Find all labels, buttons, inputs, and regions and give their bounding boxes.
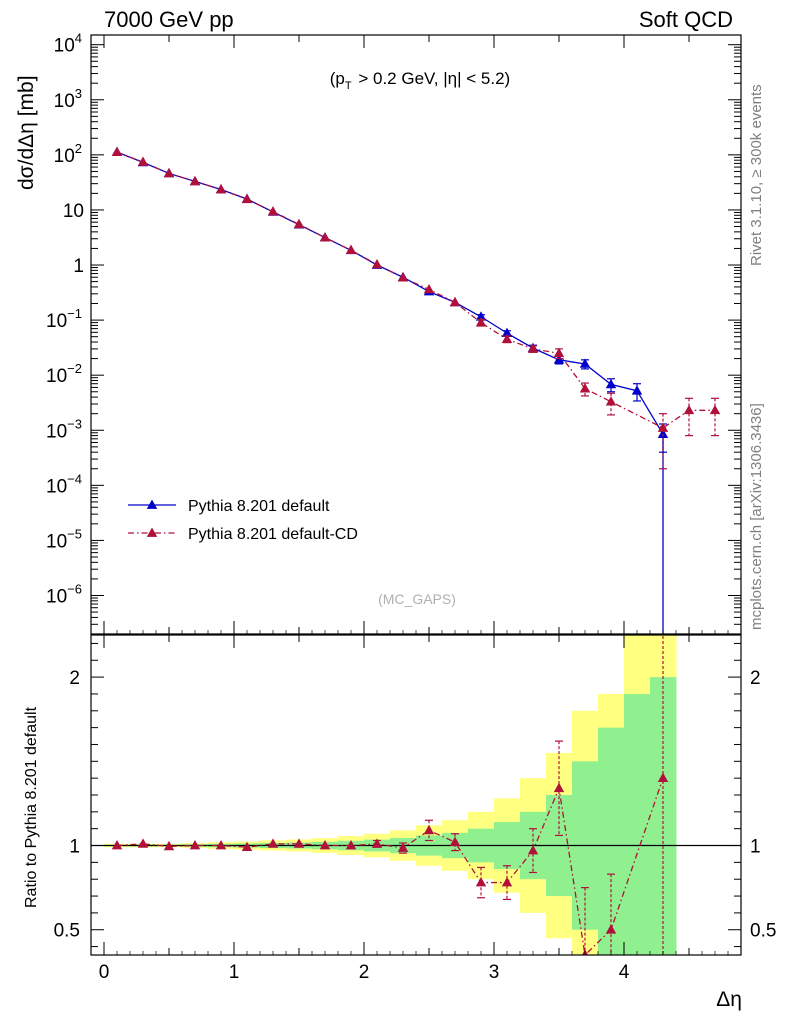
data-point [241, 193, 253, 204]
ratio-y-tick-label-right: 0.5 [750, 921, 776, 942]
mcplots-label: mcplots.cern.ch [arXiv:1306.3436] [748, 403, 765, 630]
series-default-cd [111, 146, 721, 470]
data-point [501, 327, 513, 337]
annotation-text: (pT > 0.2 GeV, |η| < 5.2) [330, 69, 510, 92]
ratio-point [189, 840, 201, 850]
y-tick-label: 10−1 [46, 306, 82, 332]
data-point [579, 383, 591, 393]
ratio-point [449, 836, 461, 847]
data-point [475, 317, 487, 327]
ratio-panel: 0.5 0.5 1 1 2 2 0 1 2 3 4 Ratio to Pythia 8.201 de… [23, 634, 776, 1011]
series-line [116, 151, 715, 429]
x-tick-label: 3 [489, 962, 500, 983]
ratio-y-tick-label-left: 0.5 [54, 921, 80, 942]
header-left: 7000 GeV pp [104, 7, 234, 32]
data-point [501, 333, 513, 344]
ratio-y-tick-label-right: 2 [750, 668, 761, 689]
ratio-point [215, 840, 227, 850]
data-point [215, 184, 227, 194]
data-point [683, 404, 695, 415]
watermark: (MC_GAPS) [378, 591, 456, 607]
legend-label: Pythia 8.201 default [188, 498, 330, 515]
top-frame [90, 34, 742, 635]
data-point [553, 347, 565, 358]
x-tick-label: 0 [99, 962, 110, 983]
ratio-point [111, 840, 123, 850]
data-point [319, 232, 331, 242]
data-point [527, 343, 539, 353]
series-line [116, 151, 664, 634]
data-point [371, 259, 383, 269]
ratio-series-default-cd [111, 635, 669, 955]
data-point [163, 167, 175, 178]
data-point [657, 428, 669, 438]
ratio-point [345, 840, 357, 850]
y-tick-label: 10−6 [46, 582, 82, 608]
data-point [579, 358, 591, 368]
ratio-point [553, 782, 565, 793]
ratio-point [241, 841, 253, 852]
data-point [345, 244, 357, 255]
data-point [475, 311, 487, 321]
legend: Pythia 8.201 default Pythia 8.201 default… [128, 498, 358, 543]
ratio-y-tick-label-left: 1 [69, 837, 80, 858]
ratio-point [657, 772, 669, 783]
data-point [267, 206, 279, 216]
y-tick-label: 103 [54, 86, 82, 112]
legend-label: Pythia 8.201 default-CD [188, 526, 358, 543]
data-point [657, 422, 669, 432]
ratio-point [501, 877, 513, 887]
data-point [605, 378, 617, 389]
x-tick-label: 1 [229, 962, 240, 983]
y-tick-label: 104 [54, 31, 82, 57]
band-green [624, 693, 651, 955]
ratio-point [527, 845, 539, 855]
data-point [189, 175, 201, 186]
data-point [111, 146, 123, 156]
y-tick-label: 10−2 [46, 361, 82, 387]
data-point [709, 404, 721, 415]
data-point [137, 156, 149, 166]
ratio-point [319, 840, 331, 850]
data-point [423, 283, 435, 294]
legend-marker [146, 499, 158, 509]
y-tick-label: 10 [63, 201, 84, 222]
ratio-point [293, 838, 305, 848]
data-point [605, 396, 617, 406]
ratio-point [605, 924, 617, 934]
ratio-point [423, 824, 435, 835]
ratio-point [163, 840, 175, 851]
ratio-point [371, 838, 383, 848]
y-tick-label: 10−3 [46, 416, 82, 442]
ratio-y-tick-label-left: 2 [69, 668, 80, 689]
data-point [631, 385, 643, 395]
data-point [293, 218, 305, 229]
ratio-point [267, 838, 279, 848]
data-point [449, 296, 461, 307]
y-axis-label-ratio: Ratio to Pythia 8.201 default [23, 706, 40, 908]
ratio-point [397, 842, 409, 852]
legend-marker [146, 527, 158, 537]
header-right: Soft QCD [639, 7, 733, 32]
y-axis-label-top: dσ/dΔη [mb] [15, 75, 38, 190]
y-tick-label: 10−4 [46, 471, 82, 497]
ratio-point [137, 838, 149, 848]
y-tick-label: 10−5 [46, 526, 82, 552]
x-tick-label: 2 [359, 962, 370, 983]
ratio-y-tick-label-right: 1 [750, 837, 761, 858]
ratio-point [475, 877, 487, 887]
x-axis-label: Δη [716, 988, 742, 1011]
y-tick-label: 102 [54, 141, 82, 167]
rivet-label: Rivet 3.1.10, ≥ 300k events [748, 84, 765, 266]
data-point [397, 272, 409, 282]
x-tick-label: 4 [619, 962, 630, 983]
y-tick-label: 1 [73, 256, 84, 277]
